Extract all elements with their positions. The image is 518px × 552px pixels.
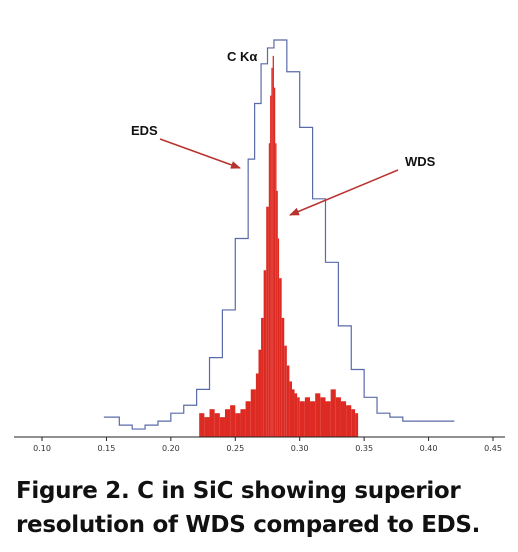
annotation-eds: EDS bbox=[131, 123, 158, 138]
wds-bar bbox=[258, 349, 262, 437]
wds-bar bbox=[310, 401, 316, 437]
wds-bar bbox=[286, 365, 290, 437]
caption-line-1: Figure 2. C in SiC showing superior bbox=[16, 478, 461, 504]
wds-bar bbox=[294, 393, 298, 437]
wds-bar bbox=[304, 397, 311, 437]
x-tick-label: 0.35 bbox=[355, 444, 373, 453]
wds-bar bbox=[281, 317, 285, 437]
annotation-wds: WDS bbox=[405, 154, 436, 169]
wds-bar bbox=[275, 143, 277, 437]
wds-bar bbox=[266, 206, 269, 437]
wds-bar bbox=[209, 409, 215, 437]
x-tick-label: 0.25 bbox=[226, 444, 244, 453]
wds-bar bbox=[315, 393, 321, 437]
wds-bar bbox=[325, 401, 331, 437]
x-tick-label: 0.30 bbox=[291, 444, 309, 453]
chart: 0.10 0.15 0.20 0.25 0.30 0.35 0.40 0.45 C Kα ED… bbox=[14, 39, 505, 453]
x-tick-label: 0.45 bbox=[484, 444, 502, 453]
wds-bar bbox=[330, 389, 336, 437]
annotation-c-kalpha: C Kα bbox=[227, 49, 257, 64]
x-tick-label: 0.40 bbox=[420, 444, 438, 453]
wds-bar bbox=[272, 55, 274, 437]
wds-bar bbox=[289, 381, 292, 437]
wds-bar bbox=[255, 373, 259, 437]
wds-bar bbox=[261, 317, 264, 437]
wds-bar bbox=[240, 409, 246, 437]
wds-bar bbox=[235, 413, 241, 437]
wds-bar bbox=[284, 345, 287, 437]
wds-bar bbox=[335, 397, 341, 437]
caption-line-2: resolution of WDS compared to EDS. bbox=[16, 512, 481, 538]
x-tick-label: 0.10 bbox=[33, 444, 51, 453]
wds-bar bbox=[204, 417, 210, 437]
eds-arrow bbox=[159, 138, 241, 169]
wds-bar bbox=[291, 389, 295, 437]
wds-bar bbox=[299, 401, 305, 437]
wds-bar bbox=[250, 389, 256, 437]
figure-caption: Figure 2. C in SiC showing superior reso… bbox=[16, 474, 506, 542]
wds-bar bbox=[271, 67, 273, 437]
wds-bar bbox=[279, 278, 282, 437]
wds-bar bbox=[268, 143, 271, 437]
wds-bar bbox=[346, 405, 352, 437]
wds-bar bbox=[270, 95, 272, 437]
wds-bar bbox=[199, 413, 205, 437]
wds-bars bbox=[199, 55, 359, 437]
wds-bar bbox=[230, 405, 236, 437]
wds-bar bbox=[276, 190, 278, 437]
x-tick-label: 0.15 bbox=[98, 444, 116, 453]
wds-bar bbox=[320, 397, 326, 437]
wds-bar bbox=[263, 270, 267, 437]
wds-bar bbox=[277, 238, 280, 437]
wds-bar bbox=[273, 87, 276, 437]
wds-bar bbox=[351, 409, 356, 437]
wds-bar bbox=[224, 409, 231, 437]
wds-bar bbox=[355, 413, 359, 437]
wds-bar bbox=[340, 401, 347, 437]
x-tick-label: 0.20 bbox=[162, 444, 180, 453]
wds-bar bbox=[214, 413, 220, 437]
eds-series-line bbox=[103, 39, 455, 430]
wds-bar bbox=[245, 401, 251, 437]
wds-bar bbox=[219, 417, 225, 437]
wds-bar bbox=[297, 397, 300, 437]
wds-arrow bbox=[289, 169, 399, 216]
x-axis-ticks: 0.10 0.15 0.20 0.25 0.30 0.35 0.40 0.45 bbox=[33, 437, 502, 453]
